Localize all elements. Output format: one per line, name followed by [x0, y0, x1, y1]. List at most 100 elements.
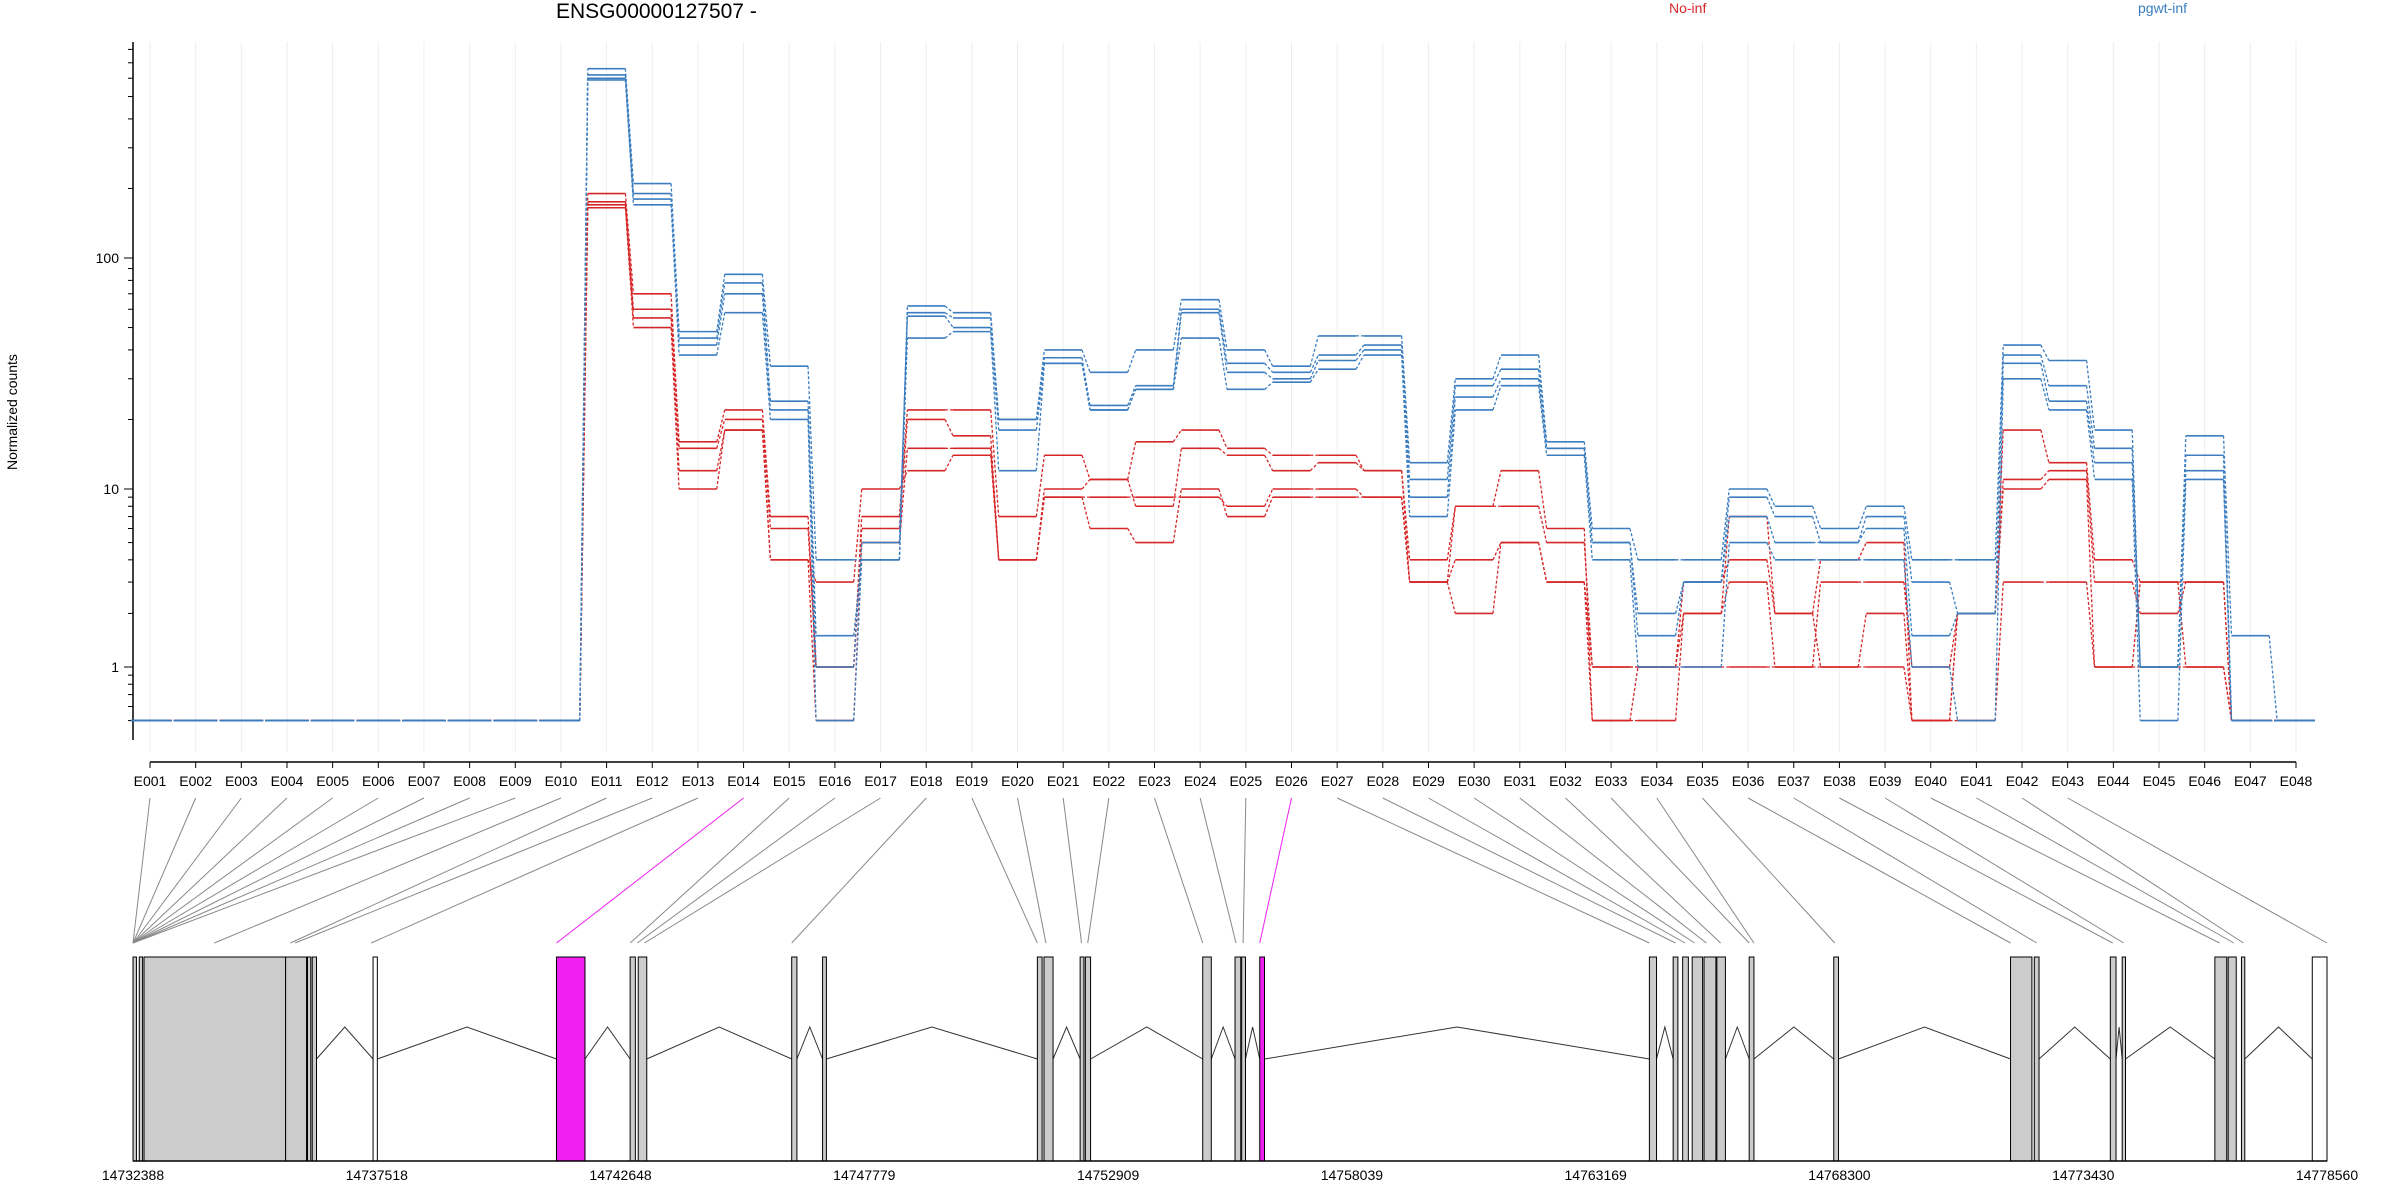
genomic-axis-label: 14747779	[833, 1167, 896, 1183]
connector-line	[1976, 797, 2235, 944]
exon-box	[1036, 956, 1043, 1162]
series-transition	[944, 454, 954, 472]
connector-line	[1747, 797, 2011, 944]
series-transition	[2085, 470, 2096, 583]
series-transition	[1857, 613, 1867, 668]
series-transition	[2222, 666, 2233, 721]
series-transition	[1309, 360, 1319, 380]
genomic-axis-label: 14758039	[1321, 1167, 1384, 1183]
intron-line	[1052, 1025, 1081, 1060]
series-transition	[624, 79, 635, 205]
intron-line	[826, 1026, 1038, 1060]
series-transition	[1629, 542, 1639, 636]
series-transition	[807, 419, 817, 721]
intron-line	[584, 1026, 631, 1060]
series-transition	[761, 312, 772, 420]
y-tick-label: 1	[111, 659, 119, 675]
series-transition	[1994, 363, 2004, 614]
series-transition	[1994, 345, 2004, 560]
series-transition	[716, 293, 726, 346]
exon-box	[1691, 956, 1704, 1162]
series-transition	[1811, 506, 1822, 529]
series-transition	[1537, 542, 1548, 583]
series-transition	[2085, 479, 2096, 668]
intron-line	[377, 1026, 557, 1060]
x-tick-label: E028	[1366, 773, 1399, 789]
series-transition	[1674, 581, 1685, 636]
series-transition	[1857, 542, 1867, 561]
connector-line	[1336, 797, 1650, 944]
series-transition	[990, 331, 1000, 471]
connector-line	[370, 797, 699, 944]
series-transition	[1766, 559, 1776, 614]
x-tick-label: E022	[1092, 773, 1125, 789]
series-transition	[716, 312, 726, 356]
x-tick-label: E029	[1412, 773, 1445, 789]
series-transition	[1537, 385, 1548, 456]
intron-line	[2038, 1026, 2111, 1060]
series-transition	[1446, 397, 1456, 498]
series-No-inf-0	[131, 192, 2315, 722]
genomic-axis-label: 14773430	[2052, 1167, 2115, 1183]
connector-line	[132, 797, 333, 944]
series-No-inf-2	[131, 203, 2315, 722]
x-tick-label: E045	[2143, 773, 2176, 789]
series-transition	[761, 293, 772, 410]
connector-line	[1242, 797, 1247, 944]
series-transition	[624, 78, 635, 200]
series-transition	[1172, 429, 1182, 443]
series-transition	[624, 204, 635, 319]
connector-line	[132, 797, 288, 944]
series-transition	[1948, 613, 1959, 668]
series-transition	[1264, 488, 1274, 507]
series-transition	[1446, 581, 1456, 614]
x-tick-label: E037	[1777, 773, 1810, 789]
series-transition	[670, 327, 680, 490]
x-tick-label: E043	[2051, 773, 2084, 789]
series-transition	[990, 409, 1000, 517]
series-transition	[1218, 338, 1228, 390]
series-transition	[1903, 559, 1913, 668]
x-tick-label: E021	[1047, 773, 1080, 789]
series-transition	[1309, 335, 1319, 367]
connector-line	[132, 797, 242, 944]
series-transition	[1903, 528, 1913, 636]
series-transition	[2177, 582, 2187, 668]
x-tick-label: E002	[179, 773, 212, 789]
series-transition	[579, 79, 589, 721]
exon-box	[1202, 956, 1212, 1162]
x-tick-label: E042	[2006, 773, 2039, 789]
x-tick-label: E024	[1184, 773, 1217, 789]
series-transition	[1355, 349, 1365, 361]
series-transition	[1035, 363, 1046, 471]
connector-line	[1610, 797, 1750, 944]
series-transition	[1218, 309, 1228, 364]
series-transition	[1583, 582, 1593, 668]
series-transition	[1492, 354, 1502, 379]
x-tick-label: E034	[1640, 773, 1673, 789]
connector-line	[294, 797, 653, 944]
intron-line	[646, 1026, 792, 1060]
series-transition	[1264, 371, 1274, 380]
connector-line	[1656, 797, 1755, 944]
series-transition	[1492, 470, 1502, 507]
series-transition	[1264, 496, 1274, 517]
connector-line	[1519, 797, 1707, 944]
genomic-axis-label: 14763169	[1565, 1167, 1628, 1183]
series-transition	[2040, 363, 2050, 402]
series-transition	[1948, 613, 1959, 721]
series-transition	[807, 409, 817, 668]
series-pgwt-inf-4	[131, 67, 2315, 722]
series-transition	[807, 528, 817, 668]
series-transition	[1127, 528, 1137, 543]
connector-line	[132, 797, 470, 944]
exon-box	[132, 956, 137, 1162]
intron-line	[1210, 1025, 1236, 1060]
series-transition	[670, 309, 680, 449]
series-transition	[1811, 613, 1822, 668]
series-transition	[1355, 354, 1365, 370]
series-transition	[898, 419, 909, 529]
connector-line	[1062, 797, 1083, 944]
series-transition	[1629, 666, 1639, 721]
series-transition	[1720, 542, 1730, 668]
